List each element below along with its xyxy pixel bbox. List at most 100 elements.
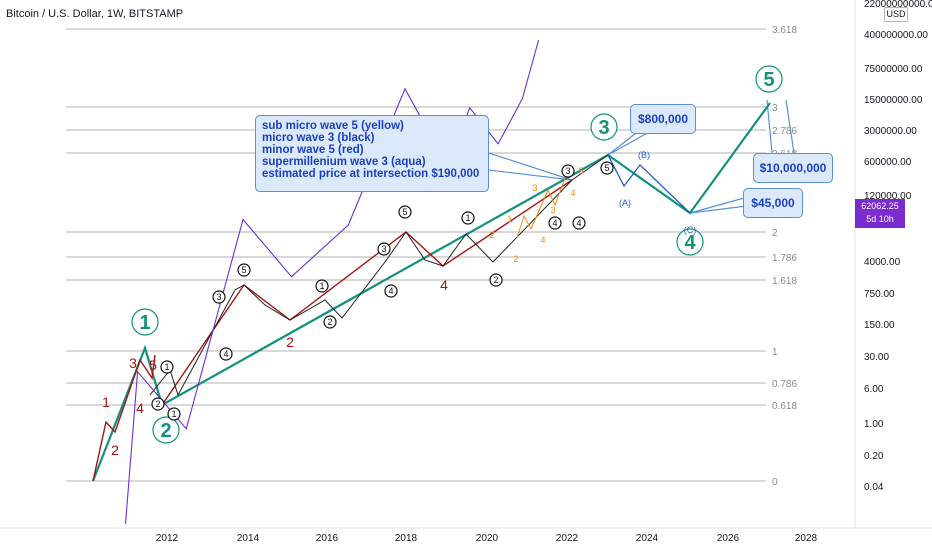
black-wave-label-ring	[237, 263, 251, 277]
price-axis[interactable]: 22000000000.00 400000000.00 75000000.00 150…	[864, 0, 932, 493]
black-wave-label-ring	[489, 273, 503, 287]
price-tick-label: 1.00	[864, 419, 884, 430]
price-tick-label: 75000000.00	[864, 64, 923, 75]
black-wave-label-ring	[600, 161, 614, 175]
orange-wave-label: 4	[540, 235, 545, 245]
aqua-wave-label: 1	[139, 312, 150, 334]
info-line-3: minor wave 5 (red)	[262, 144, 364, 156]
black-wave-label-ring	[212, 290, 226, 304]
orange-wave-label: 3	[550, 205, 555, 215]
black-wave-label: 2	[155, 399, 160, 409]
black-wave-label: 2	[493, 275, 498, 285]
time-tick-label: 2014	[237, 533, 260, 544]
black-wave-label-ring	[167, 407, 181, 421]
orange-wave-line	[516, 177, 566, 239]
time-tick-label: 2026	[717, 533, 740, 544]
black-wave-label: 3	[565, 166, 570, 176]
black-wave-label-ring	[461, 211, 475, 225]
aqua-wave-label-ring	[152, 416, 180, 444]
info-line-4: supermillenium wave 3 (aqua)	[262, 156, 426, 168]
time-axis[interactable]: 2012 2014 2016 2018 2020 2022 2024 2026 2028	[156, 533, 818, 544]
wave-labels: 12345123452431345123451241243532412345(A…	[102, 65, 783, 458]
price-series-line	[124, 39, 540, 524]
orange-wave-label: 2	[489, 230, 494, 240]
current-price-value: 62062.25	[861, 201, 899, 211]
black-wave-label-ring	[323, 315, 337, 329]
time-tick-label: 2022	[556, 533, 579, 544]
price-tick-label: 750.00	[864, 289, 895, 300]
info-line-5: estimated price at intersection $190,000	[262, 168, 480, 180]
red-wave-label: 5	[149, 357, 157, 373]
time-tick-label: 2016	[316, 533, 339, 544]
aqua-wave-label: 2	[160, 420, 171, 442]
black-wave-label-ring	[315, 279, 329, 293]
aqua-wave-label-ring	[590, 113, 618, 141]
price-tick-label: 6.00	[864, 384, 884, 395]
black-wave-label: 1	[171, 409, 176, 419]
black-wave-line	[149, 154, 691, 397]
time-tick-label: 2028	[795, 533, 818, 544]
fib-level-label: 0.786	[772, 379, 797, 390]
orange-wave-label: 2	[513, 254, 518, 264]
target-45k-callout: $45,000	[743, 188, 803, 218]
fib-level-label: 2	[772, 228, 778, 239]
target-10m-callout: $10,000,000	[753, 153, 833, 183]
price-tick-label: 120000.00	[864, 191, 912, 202]
black-wave-label-ring	[151, 397, 165, 411]
black-wave-label-ring	[377, 242, 391, 256]
fib-level-label: 1.618	[772, 276, 797, 287]
black-wave-label: 5	[241, 265, 246, 275]
wave-lines	[91, 102, 771, 482]
info-callout: sub micro wave 5 (yellow) micro wave 3 (…	[255, 115, 489, 192]
abc-wave-label: (B)	[638, 150, 650, 160]
currency-badge[interactable]: USD	[884, 7, 908, 22]
callout-pointer-line	[766, 99, 773, 154]
black-wave-label-ring	[548, 216, 562, 230]
black-wave-label-ring	[572, 216, 586, 230]
price-tick-label: 400000000.00	[864, 30, 928, 41]
price-tick-label: 600000.00	[864, 157, 912, 168]
orange-wave-label: 4	[570, 188, 575, 198]
price-tick-label: 30.00	[864, 352, 889, 363]
chart-title: Bitcoin / U.S. Dollar, 1W, BITSTAMP	[6, 8, 184, 20]
red-wave-label: 2	[286, 334, 294, 350]
price-tick-label: 3000000.00	[864, 126, 917, 137]
black-wave-label: 5	[402, 207, 407, 217]
abc-wave-label: (C)	[684, 225, 697, 235]
red-early-wave-line	[92, 354, 156, 482]
black-wave-label: 1	[319, 281, 324, 291]
fib-level-label: 1	[772, 347, 778, 358]
info-line-2: micro wave 3 (black)	[262, 132, 375, 144]
fib-level-label: 0	[772, 477, 778, 488]
price-tick-label: 4000.00	[864, 257, 901, 268]
black-wave-label: 3	[381, 244, 386, 254]
red-wave-label: 4	[440, 277, 448, 293]
abc-wave-label: (A)	[619, 198, 631, 208]
red-wave-line	[161, 179, 573, 406]
black-wave-label-ring	[384, 284, 398, 298]
aqua-wave-label: 5	[763, 69, 774, 91]
time-tick-label: 2018	[395, 533, 418, 544]
orange-wave-label: 5	[578, 166, 583, 176]
red-wave-label: 4	[136, 400, 144, 416]
callout-pointer-line	[785, 99, 795, 154]
fib-level-label: 0.618	[772, 401, 797, 412]
fib-level-label: 3.618	[772, 25, 797, 36]
target-800k-callout: $800,000	[630, 104, 696, 134]
time-tick-label: 2012	[156, 533, 179, 544]
price-tick-label: 15000000.00	[864, 95, 923, 106]
fib-level-label: 2.786	[772, 126, 797, 137]
black-wave-label: 4	[223, 349, 228, 359]
black-wave-label: 3	[216, 292, 221, 302]
aqua-wave-label: 4	[684, 232, 696, 254]
price-tick-label: 0.04	[864, 482, 884, 493]
aqua-wave-label-ring	[755, 65, 783, 93]
aqua-wave-label-ring	[131, 308, 159, 336]
price-tick-label: 22000000000.00	[864, 0, 932, 10]
black-wave-label: 1	[465, 213, 470, 223]
orange-wave-label: 3	[532, 183, 537, 193]
aqua-wave-label-ring	[676, 228, 704, 256]
black-wave-label: 4	[576, 218, 581, 228]
current-price-tag: 62062.25 5d 10h	[855, 199, 905, 228]
